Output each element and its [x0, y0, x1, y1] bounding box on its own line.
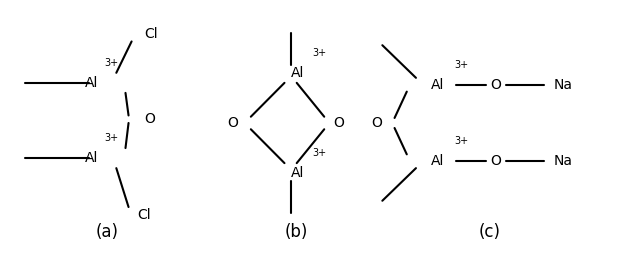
- Text: Al: Al: [291, 166, 304, 180]
- Text: Cl: Cl: [144, 27, 157, 41]
- Text: O: O: [490, 154, 501, 168]
- Text: Al: Al: [431, 78, 445, 92]
- Text: Al: Al: [291, 66, 304, 80]
- Text: 3+: 3+: [454, 136, 468, 146]
- Text: (b): (b): [285, 223, 308, 241]
- Text: O: O: [333, 116, 344, 130]
- Text: O: O: [144, 112, 155, 126]
- Text: 3+: 3+: [104, 58, 118, 68]
- Text: (a): (a): [95, 223, 119, 241]
- Text: 3+: 3+: [312, 48, 326, 58]
- Text: Cl: Cl: [138, 208, 152, 221]
- Text: (c): (c): [479, 223, 500, 241]
- Text: Al: Al: [431, 154, 445, 168]
- Text: Al: Al: [85, 151, 98, 165]
- Text: 3+: 3+: [454, 60, 468, 70]
- Text: 3+: 3+: [312, 148, 326, 158]
- Text: O: O: [371, 116, 383, 130]
- Text: O: O: [228, 116, 238, 130]
- Text: O: O: [490, 78, 501, 92]
- Text: Al: Al: [85, 76, 98, 90]
- Text: Na: Na: [553, 78, 573, 92]
- Text: 3+: 3+: [104, 133, 118, 143]
- Text: Na: Na: [553, 154, 573, 168]
